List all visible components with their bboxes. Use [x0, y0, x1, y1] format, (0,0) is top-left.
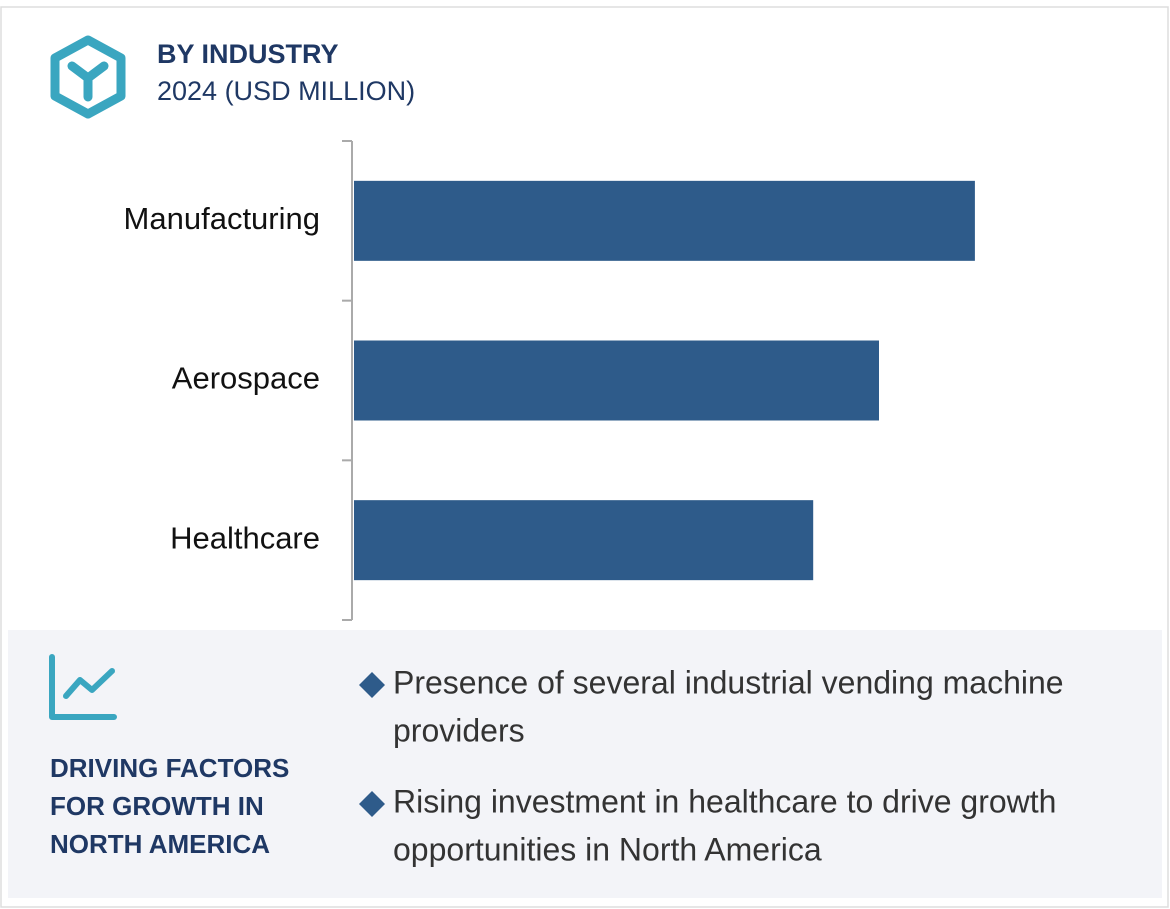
bullet-text: Rising investment in healthcare to drive… [393, 783, 1056, 819]
category-label: Manufacturing [124, 201, 320, 236]
factors-panel [8, 630, 1162, 898]
factors-heading: NORTH AMERICA [50, 829, 270, 859]
factors: DRIVING FACTORS FOR GROWTH IN NORTH AMERIC… [50, 664, 1064, 867]
bar [354, 340, 879, 421]
bullet-text: providers [393, 712, 525, 748]
bullet-diamond [359, 791, 385, 817]
plot: Manufacturing Aerospace Healthcare [124, 140, 975, 621]
factors-heading: FOR GROWTH IN [50, 791, 264, 821]
bullet-text: opportunities in North America [393, 831, 822, 867]
bar [354, 180, 975, 261]
subtitle: 2024 (USD MILLION) [157, 76, 415, 106]
factors-heading: DRIVING FACTORS [50, 753, 289, 783]
title: BY INDUSTRY [157, 39, 339, 69]
bullet-diamond [359, 672, 385, 698]
trend-icon [49, 654, 117, 720]
bullet-text: Presence of several industrial vending m… [393, 664, 1064, 700]
industry-icon [50, 35, 126, 119]
category-label: Aerospace [172, 361, 320, 396]
category-label: Healthcare [170, 520, 320, 555]
bar [354, 500, 814, 581]
